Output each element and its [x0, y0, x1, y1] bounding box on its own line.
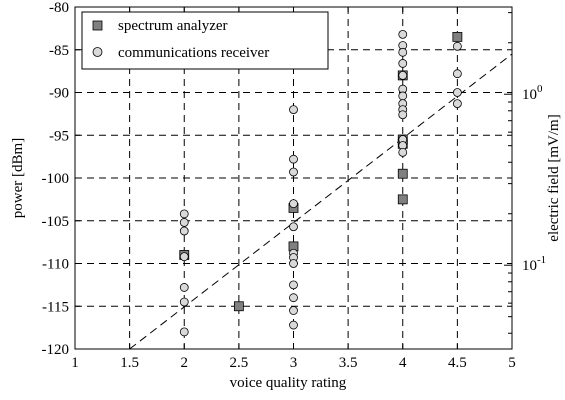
legend: spectrum analyzer communications receive… — [81, 11, 329, 70]
communications-receiver-point — [289, 320, 298, 330]
x-tick-label: 3 — [290, 355, 298, 371]
right-tick-label: 100 — [522, 83, 543, 103]
communications-receiver-point — [452, 99, 462, 109]
communications-receiver-point — [179, 226, 189, 236]
trend-line-group — [129, 53, 513, 350]
communications-receiver-point — [289, 199, 298, 209]
x-tick-label: 2.5 — [230, 355, 249, 371]
communications-receiver-point — [398, 29, 408, 39]
right-tick-label: 10-1 — [522, 254, 546, 274]
x-tick-label: 4 — [399, 355, 407, 371]
trend-line — [129, 53, 513, 350]
communications-receiver-point — [289, 167, 298, 177]
x-tick-label: 2 — [181, 355, 189, 371]
communications-receiver-point — [452, 69, 462, 79]
plot-frame — [74, 6, 513, 350]
y-tick-label: -105 — [42, 214, 70, 230]
communications-receiver-point — [179, 209, 189, 219]
legend-label-communications-receiver: communications receiver — [118, 45, 269, 61]
x-tick-label: 4.5 — [448, 355, 467, 371]
y-tick-label: -120 — [42, 342, 70, 358]
communications-receiver-point — [179, 218, 189, 227]
data-points — [179, 29, 463, 337]
communications-receiver-point — [398, 59, 408, 68]
communications-receiver-point — [179, 327, 189, 337]
x-tick-label: 3.5 — [339, 355, 358, 371]
right-tick-exponent: 0 — [537, 83, 543, 95]
x-tick-labels: 1 1.5 2 2.5 3 3.5 4 4.5 5 — [71, 355, 516, 371]
spectrum-analyzer-point — [452, 32, 463, 42]
x-tick-label: 5 — [508, 355, 516, 371]
x-axis-label: voice quality rating — [230, 375, 347, 391]
communications-receiver-point — [289, 280, 298, 290]
spectrum-analyzer-point — [397, 168, 408, 179]
y-axis-label: power [dBm] — [10, 138, 26, 218]
y-tick-label: -85 — [49, 43, 69, 59]
communications-receiver-point — [398, 110, 408, 120]
spectrum-analyzer-point — [233, 301, 244, 312]
legend-marker-communications-receiver — [92, 47, 103, 57]
y-tick-label: -100 — [42, 171, 70, 187]
communications-receiver-point — [289, 105, 298, 114]
communications-receiver-point — [398, 147, 408, 157]
communications-receiver-point — [289, 222, 298, 232]
communications-receiver-point — [179, 252, 189, 262]
communications-receiver-point — [398, 71, 408, 80]
communications-receiver-point — [289, 306, 298, 315]
x-tick-label: 1 — [71, 355, 79, 371]
right-axis-label: electric field [mV/m] — [546, 114, 562, 241]
y-tick-label: -80 — [49, 0, 69, 16]
spectrum-analyzer-point — [397, 194, 408, 205]
y-tick-label: -115 — [42, 299, 69, 315]
right-tick-exponent: -1 — [537, 254, 546, 266]
communications-receiver-point — [452, 41, 462, 51]
communications-receiver-point — [179, 283, 189, 292]
communications-receiver-point — [452, 88, 462, 97]
y-tick-label: -95 — [49, 128, 69, 144]
y-tick-labels: -120 -115 -110 -105 -100 -95 -90 -85 -80 — [42, 0, 70, 358]
y-tick-label: -90 — [49, 86, 69, 102]
legend-marker-spectrum-analyzer — [92, 20, 103, 31]
communications-receiver-point — [179, 297, 189, 307]
legend-box — [81, 11, 329, 70]
y-tick-label: -110 — [42, 257, 69, 273]
x-tick-label: 1.5 — [120, 355, 139, 371]
right-axis-tick-labels: 100 10-1 — [522, 83, 546, 274]
communications-receiver-point — [398, 47, 408, 57]
communications-receiver-point — [289, 259, 298, 268]
communications-receiver-point — [289, 293, 298, 303]
legend-label-spectrum-analyzer: spectrum analyzer — [118, 18, 228, 34]
communications-receiver-point — [398, 91, 408, 101]
communications-receiver-point — [289, 154, 298, 164]
